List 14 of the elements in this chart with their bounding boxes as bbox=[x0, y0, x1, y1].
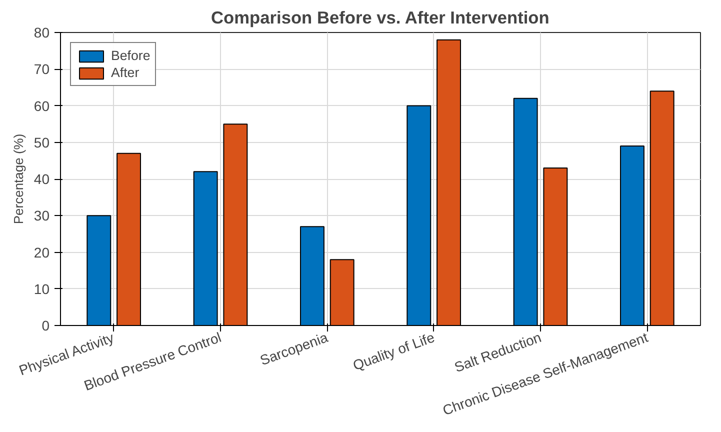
y-axis-title: Percentage (%) bbox=[10, 134, 26, 224]
y-tick-label: 40 bbox=[34, 171, 50, 187]
y-tick-label: 80 bbox=[34, 24, 50, 40]
y-tick-label: 30 bbox=[34, 208, 50, 224]
legend-label: After bbox=[111, 65, 140, 80]
chart-title: Comparison Before vs. After Intervention bbox=[211, 8, 550, 28]
y-tick-label: 20 bbox=[34, 244, 50, 260]
y-tick-label: 0 bbox=[42, 318, 50, 334]
y-tick-label: 70 bbox=[34, 61, 50, 78]
x-tick-label: Quality of Life bbox=[350, 328, 437, 374]
y-tick-label: 10 bbox=[34, 280, 50, 297]
y-tick-label: 60 bbox=[34, 98, 50, 114]
legend-label: Before bbox=[111, 48, 150, 63]
y-tick-label: 50 bbox=[34, 134, 50, 150]
